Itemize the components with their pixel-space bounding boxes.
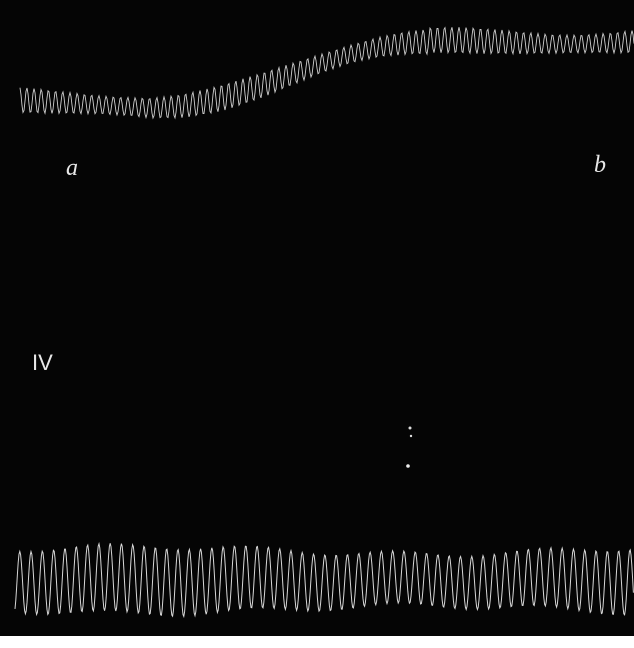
- speck: [409, 427, 412, 430]
- page: a b IV (() => { const data = JSON.parse(…: [0, 0, 634, 648]
- label-b: b: [594, 152, 606, 178]
- speck: [406, 464, 410, 468]
- oscillogram: a b IV: [0, 0, 634, 648]
- speck: [410, 435, 412, 437]
- panel-label: IV: [32, 350, 53, 375]
- label-a: a: [66, 155, 78, 181]
- bottom-margin: [0, 636, 634, 648]
